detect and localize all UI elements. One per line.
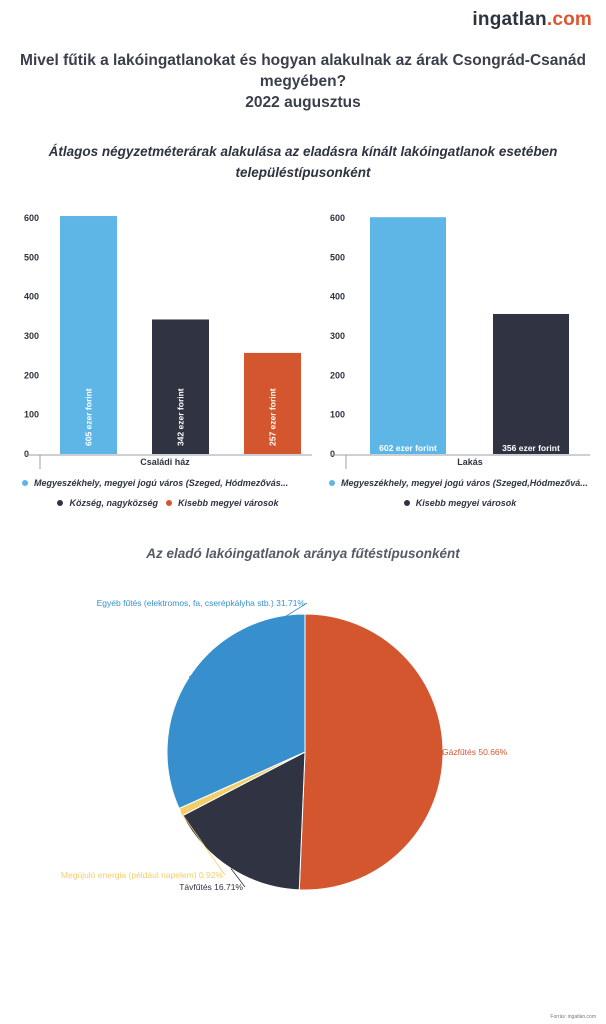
- flat-bar-value-label: 602 ezer forint: [379, 443, 437, 453]
- logo-text-main: ingatlan: [472, 9, 547, 30]
- family-house-y-tick-label: 200: [24, 370, 39, 380]
- family-house-y-tick-label: 500: [24, 252, 39, 262]
- pie-slice: [298, 613, 444, 891]
- legend-label: Megyeszékhely, megyei jogú város (Szeged…: [341, 478, 588, 488]
- pie-leader-line: [188, 602, 308, 678]
- pie-leader-line: [230, 868, 246, 888]
- legend-label: Kisebb megyei városok: [177, 498, 279, 508]
- page-title-line-3: 2022 augusztus: [245, 94, 361, 111]
- family-house-bar-value-label: 257 ezer forint: [268, 388, 278, 446]
- brand-logo: ingatlan.com: [472, 9, 592, 31]
- pie-leader-line: [439, 751, 444, 756]
- family-house-bar: [244, 352, 301, 454]
- flat-x-axis-label: Lakás: [457, 457, 483, 467]
- flat-y-tick-label: 500: [330, 252, 345, 262]
- family-house-y-tick-label: 300: [24, 331, 39, 341]
- family-house-bar: [152, 319, 209, 454]
- family-house-y-tick-label: 400: [24, 292, 39, 302]
- legend-item: Megyeszékhely, megyei jogú város (Szeged…: [329, 478, 588, 488]
- family-house-x-axis-label: Családi ház: [140, 457, 190, 467]
- page-title: Mivel fűtik a lakóingatlanokat és hogyan…: [0, 50, 606, 113]
- family-house-y-tick-label: 600: [24, 213, 39, 223]
- page-title-line-1: Mivel fűtik a lakóingatlanokat és hogyan…: [20, 52, 586, 69]
- legend-marker-icon: [329, 479, 335, 486]
- pie-slice-label: Távfűtés 16.71%: [179, 882, 243, 892]
- bar-charts-subtitle-line-2: településtípusonként: [235, 165, 371, 180]
- family-house-bar: [60, 216, 117, 454]
- flat-bar-value-label: 356 ezer forint: [502, 443, 560, 453]
- legend-label: Község, nagyközség: [69, 498, 158, 508]
- legend-item: Kisebb megyei városok: [165, 498, 279, 508]
- pie-slice-label: Gázfűtés 50.66%: [442, 747, 508, 757]
- legend-flat: Megyeszékhely, megyei jogú város (Szeged…: [329, 478, 599, 508]
- family-house-bar-value-label: 605 ezer forint: [84, 388, 94, 446]
- bar-charts-subtitle-line-1: Átlagos négyzetméterárak alakulása az el…: [48, 144, 558, 159]
- legend-label: Kisebb megyei városok: [415, 498, 517, 508]
- source-note: Forrás: ingatlan.com: [550, 1014, 596, 1020]
- legend-item: Község, nagyközség: [57, 498, 158, 508]
- legend-marker-icon: [57, 499, 64, 506]
- bar-charts-subtitle: Átlagos négyzetméterárak alakulása az el…: [0, 141, 606, 183]
- legend-label: Megyeszékhely, megyei jogú város (Szeged…: [34, 478, 289, 488]
- flat-bar: [370, 217, 446, 454]
- legend-family-house: Megyeszékhely, megyei jogú város (Szeged…: [22, 478, 322, 508]
- family-house-bar-value-label: 342 ezer forint: [176, 388, 186, 446]
- flat-y-tick-label: 100: [330, 410, 345, 420]
- pie-leader-line: [180, 811, 226, 876]
- legend-marker-icon: [22, 479, 28, 486]
- flat-y-tick-label: 300: [330, 331, 345, 341]
- page-title-line-2: megyében?: [259, 73, 347, 90]
- flat-y-tick-label: 200: [330, 370, 345, 380]
- pie-slice: [181, 751, 306, 891]
- family-house-y-tick-label: 0: [24, 449, 29, 459]
- flat-y-tick-label: 600: [330, 213, 345, 223]
- pie-slice-label: Megújuló energia (például napelem) 0.92%: [61, 870, 224, 880]
- pie-chart-title: Az eladó lakóingatlanok aránya fűtéstípu…: [146, 546, 460, 561]
- flat-bar: [493, 313, 569, 454]
- logo-text-domain: .com: [546, 9, 592, 30]
- legend-marker-icon: [403, 499, 410, 506]
- legend-item: Megyeszékhely, megyei jogú város (Szeged…: [22, 478, 288, 488]
- flat-y-tick-label: 400: [330, 292, 345, 302]
- legend-marker-icon: [165, 499, 172, 506]
- flat-y-tick-label: 0: [330, 449, 335, 459]
- family-house-y-tick-label: 100: [24, 410, 39, 420]
- pie-slice-label: Egyéb fűtés (elektromos, fa, cserépkályh…: [97, 598, 306, 608]
- legend-item: Kisebb megyei városok: [403, 498, 517, 508]
